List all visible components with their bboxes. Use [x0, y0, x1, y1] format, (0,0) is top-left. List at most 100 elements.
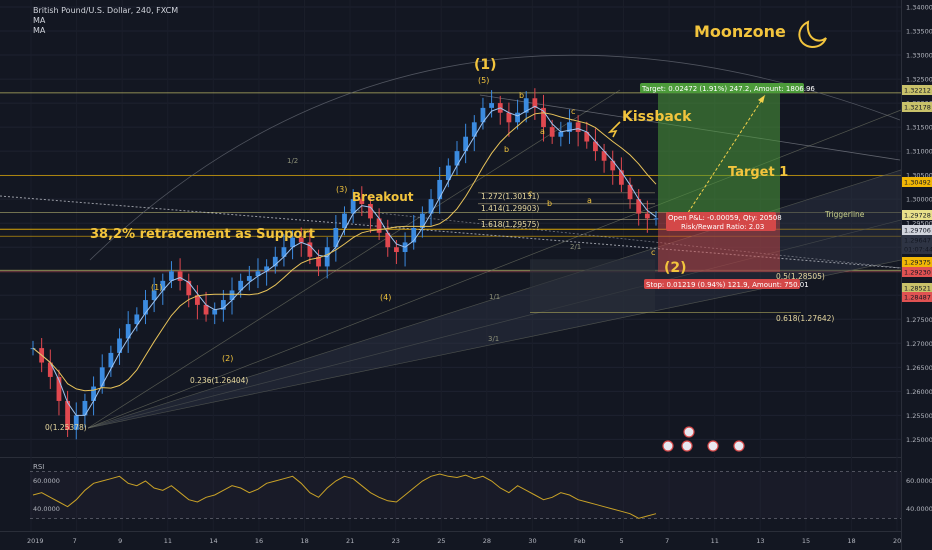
event-marker-icon [707, 440, 719, 452]
moon-icon [798, 20, 827, 49]
retracement-label: 38,2% retracement as Support [90, 227, 315, 242]
candle-body [428, 199, 434, 214]
rsi-label: RSI [33, 463, 44, 471]
pitchfan-arc [89, 54, 901, 261]
candle-body [333, 228, 339, 248]
sub-b-3: b [547, 199, 552, 208]
candle-body [203, 304, 209, 315]
sub-a-1: a [540, 127, 545, 136]
candle-body [316, 256, 321, 267]
candle-body [515, 112, 520, 123]
price-tag-label: 1.32212 [904, 87, 931, 95]
fib-0618: 0.618(1.27642) [776, 314, 834, 323]
candle-body [307, 242, 313, 257]
panel-divider [0, 457, 902, 458]
fib-1272: 1.272(1.30131) [481, 192, 539, 201]
event-marker-icon [733, 440, 745, 452]
sub-c-3: c [651, 248, 655, 257]
price-tag-label: 1.29706 [904, 227, 931, 235]
candle-body [255, 271, 261, 277]
candle-body [238, 280, 244, 291]
time-tick-label: 18 [300, 537, 308, 545]
ma-label-2: MA [33, 26, 46, 35]
price-tag-box [902, 257, 932, 267]
price-tag-label: 1.29647 [904, 237, 931, 245]
rsi-tick-40-left: 40.0000 [33, 505, 60, 513]
wave-small-3: (3) [336, 185, 347, 194]
time-tick-label: 25 [437, 537, 445, 545]
candle-body [575, 122, 581, 132]
time-tick-label: 14 [209, 537, 217, 545]
candle-body [593, 141, 598, 152]
candle-body [143, 300, 148, 315]
dotted-trendline-2 [349, 209, 902, 269]
candle-body [411, 228, 417, 243]
price-tag-box [902, 177, 932, 187]
candle-body [653, 218, 659, 220]
symbol-title: British Pound/U.S. Dollar, 240, FXCM [33, 6, 178, 15]
overlays [32, 105, 745, 452]
candle-body [186, 280, 192, 296]
stop-label-box [644, 279, 800, 289]
price-tag-label: 1.32178 [904, 104, 931, 112]
wave-small-1: (1) [151, 283, 162, 292]
candle-body [359, 199, 365, 204]
event-marker-icon [683, 426, 695, 438]
time-tick-label: 2019 [27, 537, 44, 545]
candle-body [177, 271, 183, 281]
fan-line [87, 89, 621, 429]
fan-label-2-1: 2/1 [570, 243, 581, 251]
price-tag-label: 1.28521 [904, 285, 931, 293]
candle-body [376, 218, 382, 233]
candle-body [471, 122, 477, 137]
price-tag-label: 1.29728 [904, 212, 931, 220]
candle-body [272, 256, 278, 267]
price-tick-label: 1.34000 [906, 4, 932, 12]
time-tick-label: 9 [118, 537, 122, 545]
time-tick-label: 7 [665, 537, 669, 545]
time-tick-label: 21 [346, 537, 354, 545]
candle-body [108, 352, 114, 368]
ma-line-fast [32, 105, 657, 416]
wave-2-label: (2) [664, 260, 687, 276]
price-tag-box [902, 102, 932, 112]
candle-body [437, 179, 443, 200]
candle-body [489, 103, 494, 108]
stop-label: Stop: 0.01219 (0.94%) 121.9, Amount: 750… [646, 281, 809, 289]
time-tick-label: 13 [756, 537, 764, 545]
ma-line-slow [32, 112, 657, 392]
candlesticks [30, 88, 659, 440]
time-tick-label: 30 [528, 537, 536, 545]
price-tick-label: 1.30000 [906, 196, 932, 204]
time-tick-label: 11 [711, 537, 719, 545]
price-tick-label: 1.25000 [906, 436, 932, 444]
wave-small-4: (4) [380, 293, 391, 302]
price-tick-label: 1.26500 [906, 364, 932, 372]
target-arrow-line [679, 94, 766, 226]
candle-body [549, 127, 555, 137]
time-tick-label: 18 [847, 537, 855, 545]
time-tick-label: 7 [73, 537, 77, 545]
candle-body [454, 151, 460, 166]
candle-body [160, 280, 166, 291]
candle-body [463, 136, 469, 152]
candle-body [117, 338, 122, 353]
ma-label-1: MA [33, 16, 46, 25]
price-tick-label: 1.29500 [906, 220, 932, 228]
price-tick-label: 1.25500 [906, 412, 932, 420]
candle-body [290, 237, 295, 248]
wave-small-2: (2) [222, 354, 233, 363]
price-tag-box [902, 292, 932, 302]
candle-body [99, 367, 105, 387]
candle-body [627, 184, 633, 200]
target-zone [658, 92, 780, 213]
target-label-box [640, 83, 804, 93]
candle-body [584, 131, 590, 142]
price-tag-box [902, 283, 932, 293]
target1-label: Target 1 [728, 165, 788, 180]
candle-body [65, 400, 71, 430]
candle-body [56, 376, 62, 401]
rsi-tick-40-right: 40.0000 [906, 505, 932, 513]
candle-body [91, 386, 96, 401]
